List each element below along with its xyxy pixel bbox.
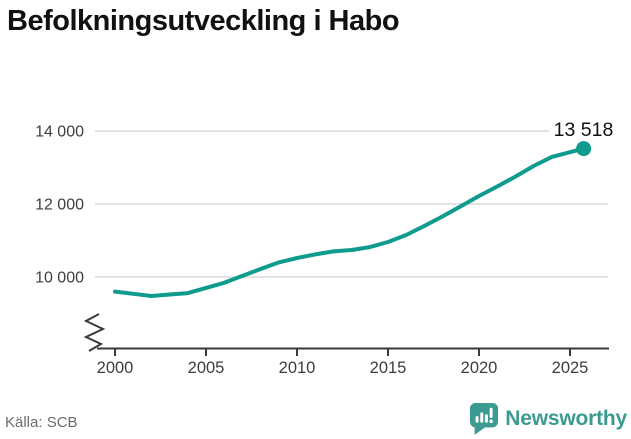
bar-small (475, 416, 479, 423)
bar-tall (480, 412, 484, 423)
newsworthy-branding[interactable]: Newsworthy (469, 402, 627, 435)
bar-medium (485, 414, 489, 423)
speech-bubble-shape (470, 403, 499, 435)
x-axis-tick-label: 2020 (461, 359, 498, 377)
x-axis-tick-label: 2000 (97, 359, 134, 377)
newsworthy-chart-bubble-icon (470, 403, 499, 435)
x-axis-tick-label: 2015 (370, 359, 407, 377)
source-label: Källa: SCB (5, 414, 78, 431)
x-axis-tick-label: 2005 (188, 359, 225, 377)
y-axis-tick-label: 10 000 (35, 270, 84, 287)
chart-title: Befolkningsutveckling i Habo (7, 5, 400, 37)
exclamation-bar (489, 407, 493, 419)
last-point-marker (576, 141, 592, 157)
x-axis-tick-label: 2025 (552, 359, 589, 377)
y-axis-tick-label: 12 000 (35, 197, 84, 214)
exclamation-dot (489, 419, 494, 424)
brand-name: Newsworthy (505, 406, 627, 430)
last-value-label: 13 518 (554, 119, 614, 141)
annotation-backdrop (549, 119, 617, 136)
y-axis-tick-label: 14 000 (35, 124, 84, 141)
population-line-series (113, 146, 586, 298)
axis-break-icon (83, 313, 106, 352)
x-axis-tick-label: 2010 (279, 359, 316, 377)
